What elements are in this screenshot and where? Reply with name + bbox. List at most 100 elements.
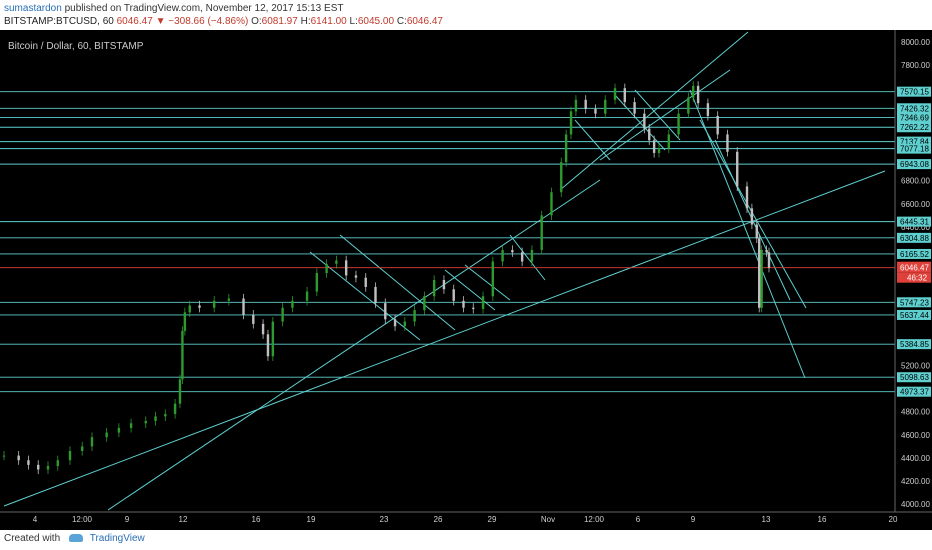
change-value: −308.66 (−4.86%) [168,16,249,27]
close-label: C: [396,16,407,27]
candle-body [657,148,661,153]
price-tick-label: 7800.00 [901,61,930,70]
candle-body [242,298,245,315]
candle-body [758,238,761,308]
trendline [444,269,496,311]
candle-body [46,466,50,470]
candle-body [266,334,270,357]
candle-body [227,298,231,301]
price-tick-label: 4400.00 [901,454,930,463]
price-series [2,81,771,475]
ohlc-bar: BITSTAMP:BTCUSD, 60 6046.47 ▼ −308.66 (−… [4,16,443,27]
candle-body [68,451,72,461]
last-price: 6046.47 [116,16,153,27]
down-arrow-icon: ▼ [155,16,166,27]
candle-body [144,420,147,424]
level-tag-label: 6304.88 [900,234,929,243]
trendline [464,264,511,301]
candle-body [344,260,348,276]
candle-body [652,140,656,153]
candle-body [154,416,157,421]
candle-body [692,85,695,98]
candle-body [550,192,553,216]
high-value: 6141.00 [310,16,347,27]
candle-body [117,427,121,433]
level-tag [897,232,931,243]
time-tick-label: 12 [179,515,188,524]
candle-body [755,224,758,239]
time-tick-label: 19 [307,515,316,524]
candle-body [452,289,455,301]
level-tag [897,143,931,154]
horizontal-levels [0,91,895,393]
time-tick-label: 12:00 [584,515,605,524]
time-tick-label: 12:00 [72,515,93,524]
candle-body [315,273,319,292]
level-tag-label: 5098.63 [900,373,929,382]
candle-body [403,321,407,327]
candle-body [291,300,294,308]
time-tick-label: 4 [33,515,38,524]
trendline [339,234,456,331]
countdown-tag [897,272,931,283]
created-with-text: Created with [4,533,61,544]
current-price-label: 6046.47 [900,264,929,273]
candle-body [736,151,739,187]
candle-body [181,330,184,380]
published-text: published on TradingView.com, November 1… [64,3,344,14]
trendline [599,69,731,161]
candle-body [623,88,626,103]
candle-body [271,321,275,357]
candle-body [530,249,534,262]
level-tag [897,112,931,123]
candle-body [472,307,475,309]
time-tick-label: 16 [818,515,827,524]
candle-body [677,113,680,135]
chart-panel[interactable]: 8000.00 7800.00 6800.00 6600.00 6400.00 5200.… [0,30,932,530]
candle-body [540,215,543,250]
trendline [614,94,666,151]
level-tag-label: 4973.37 [900,388,929,397]
level-tag [897,386,931,397]
candle-body [393,319,397,327]
candle-body [261,323,265,335]
candle-body [56,460,59,467]
trendline [3,170,886,507]
candle-body [81,446,84,452]
footer: Created with TradingView [4,533,145,544]
candle-body [27,460,30,465]
candle-body [37,464,40,470]
candle-body [423,296,426,311]
candle-body [696,85,700,104]
level-tag-label: 6165.52 [900,250,929,259]
candle-body [129,423,133,428]
candle-body [335,260,338,264]
candle-body [252,314,255,324]
candle-body [491,261,495,297]
candle-body [520,252,524,262]
price-chart[interactable]: 8000.00 7800.00 6800.00 6600.00 6400.00 5200.… [0,30,932,530]
candle-body [188,305,191,313]
candle-body [648,128,651,141]
current-price-tag [897,261,931,273]
candle-body [481,296,485,309]
price-tick-label: 8000.00 [901,38,930,47]
time-tick-label: 9 [125,515,130,524]
candle-body [364,277,367,287]
trendline [107,179,601,511]
candle-body [2,455,6,457]
tradingview-link[interactable]: TradingView [89,533,145,544]
candle-body [212,300,216,308]
candle-body [574,99,578,112]
candle-body [633,102,636,114]
symbol-label: BITSTAMP:BTCUSD, 60 [4,16,114,27]
level-tag [897,297,931,308]
candle-body [564,134,568,163]
candle-body [374,286,377,304]
author-link[interactable]: sumastardon [4,3,62,14]
time-tick-label: 16 [252,515,261,524]
level-tag [897,159,931,170]
candle-body [354,275,358,278]
level-tag-label: 6445.31 [900,218,929,227]
